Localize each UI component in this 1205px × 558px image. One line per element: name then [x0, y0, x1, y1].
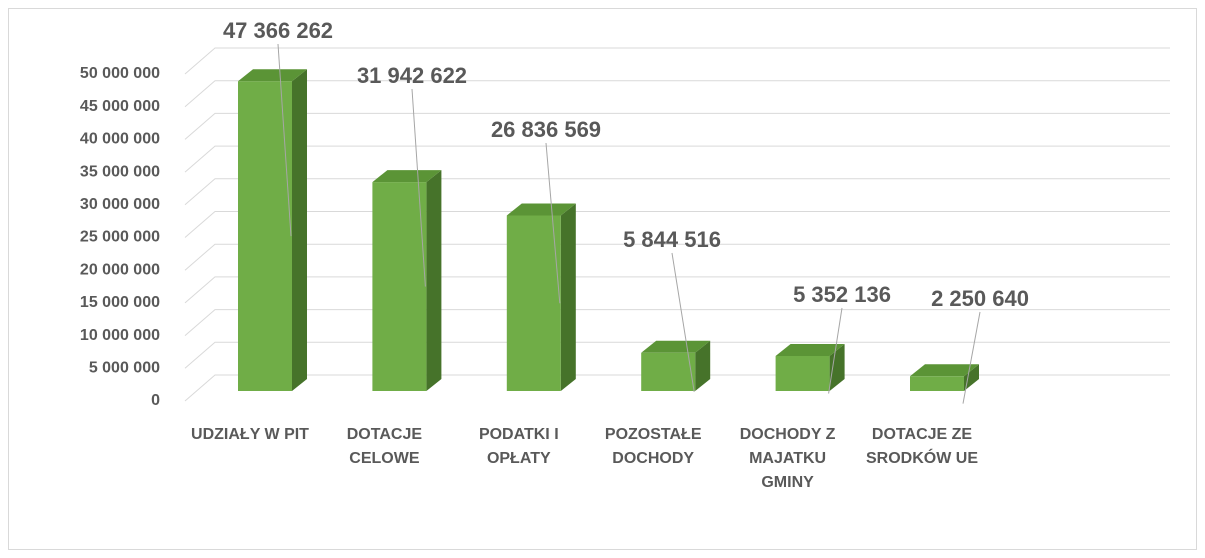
bar-top [506, 203, 576, 216]
grid-line [184, 80, 1170, 108]
leader-line [962, 311, 981, 404]
chart-border [8, 8, 1197, 550]
grid-line [184, 341, 1170, 369]
bar-top [238, 69, 307, 82]
y-tick-label: 0 [151, 392, 160, 409]
bar [506, 215, 561, 391]
bar-top [910, 364, 979, 377]
leader-line [671, 252, 695, 392]
data-label: 2 250 640 [931, 286, 1029, 311]
grid-line [184, 112, 1170, 140]
grid-line [184, 276, 1170, 304]
bar-top [775, 343, 845, 356]
y-tick-label: 40 000 000 [80, 131, 160, 148]
y-tick-label: 5 000 000 [89, 360, 160, 377]
y-tick-label: 20 000 000 [80, 261, 160, 278]
x-tick-label: DOCHODY Z MAJATKU GMINY [739, 426, 836, 491]
data-label: 31 942 622 [357, 63, 467, 88]
bar [775, 355, 830, 391]
bar [910, 376, 964, 391]
bar-side [426, 170, 442, 391]
y-tick-label: 10 000 000 [80, 327, 160, 344]
leader-line [277, 43, 292, 237]
bar-side [695, 340, 711, 391]
grid-line [184, 309, 1170, 336]
data-label: 26 836 569 [491, 117, 601, 142]
grid-line [184, 47, 1170, 75]
bar-side [560, 203, 576, 391]
data-label: 5 844 516 [623, 227, 721, 252]
grid-line [184, 178, 1170, 206]
leader-line [828, 307, 843, 394]
x-tick-label: UDZIAŁY W PIT [191, 426, 309, 443]
y-tick-label: 35 000 000 [80, 163, 160, 180]
data-label: 47 366 262 [223, 18, 333, 43]
bar [238, 81, 292, 392]
y-tick-label: 30 000 000 [80, 196, 160, 213]
grid-line [184, 145, 1170, 173]
bar [641, 352, 696, 391]
x-tick-label: POZOSTAŁE DOCHODY [604, 426, 702, 467]
x-tick-label: PODATKI I OPŁATY [478, 426, 559, 467]
bar [372, 182, 427, 391]
leader-line [545, 142, 561, 304]
y-tick-label: 50 000 000 [80, 65, 160, 82]
bar-side [292, 69, 307, 392]
bar-side [829, 343, 845, 391]
grid-line [184, 211, 1170, 238]
grid-line [184, 243, 1170, 271]
x-tick-label: DOTACJE CELOWE [346, 426, 423, 467]
y-tick-label: 25 000 000 [80, 229, 160, 246]
bar-side [964, 364, 979, 391]
y-tick-label: 15 000 000 [80, 294, 160, 311]
data-label: 5 352 136 [793, 282, 891, 307]
bar-top [372, 170, 442, 183]
x-tick-label: DOTACJE ZE SRODKÓW UE [866, 426, 978, 467]
y-tick-label: 45 000 000 [80, 98, 160, 115]
grid-line [184, 374, 1170, 402]
leader-line [411, 88, 426, 287]
bar-top [641, 340, 711, 353]
